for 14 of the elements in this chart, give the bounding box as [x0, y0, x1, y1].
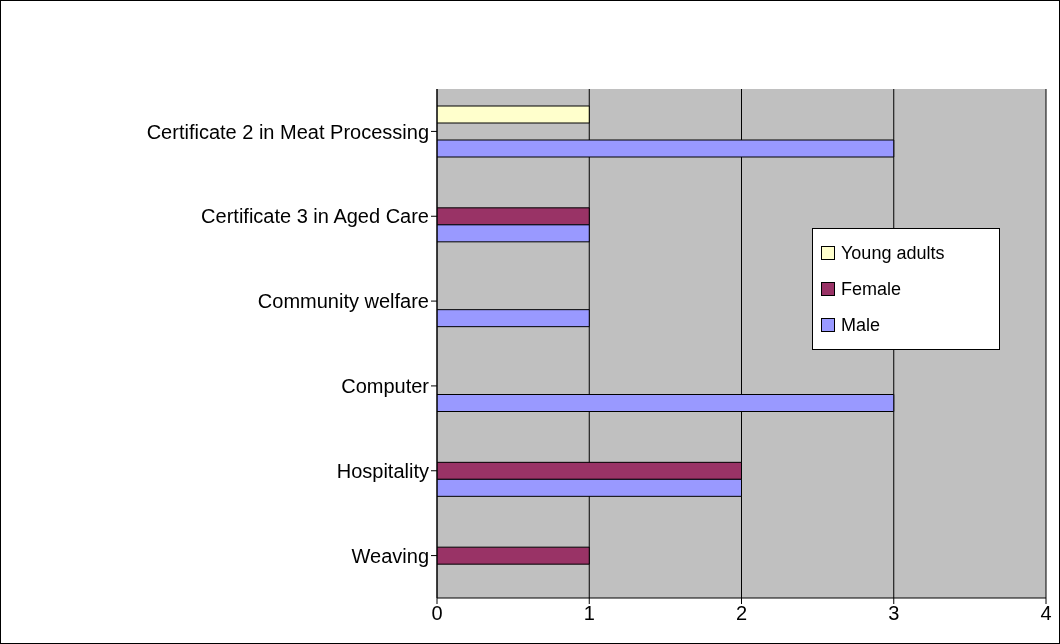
- x-tick-label: 4: [1040, 602, 1052, 625]
- x-tick-label: 3: [888, 602, 900, 625]
- x-tick-label: 1: [583, 602, 595, 625]
- y-tick-label: Hospitality: [336, 459, 429, 482]
- legend-label: Female: [841, 278, 902, 300]
- x-tick-label: 0: [431, 602, 443, 625]
- y-tick-label: Weaving: [351, 544, 429, 567]
- legend-label: Male: [841, 314, 881, 336]
- y-tick-label: Computer: [341, 375, 430, 398]
- x-tick-label: 2: [735, 602, 748, 625]
- y-tick-label: Certificate 2 in Meat Processing: [146, 120, 429, 143]
- y-tick-label: Certificate 3 in Aged Care: [201, 205, 429, 228]
- y-tick-label: Community welfare: [257, 290, 429, 313]
- legend-label: Young adults: [841, 242, 945, 264]
